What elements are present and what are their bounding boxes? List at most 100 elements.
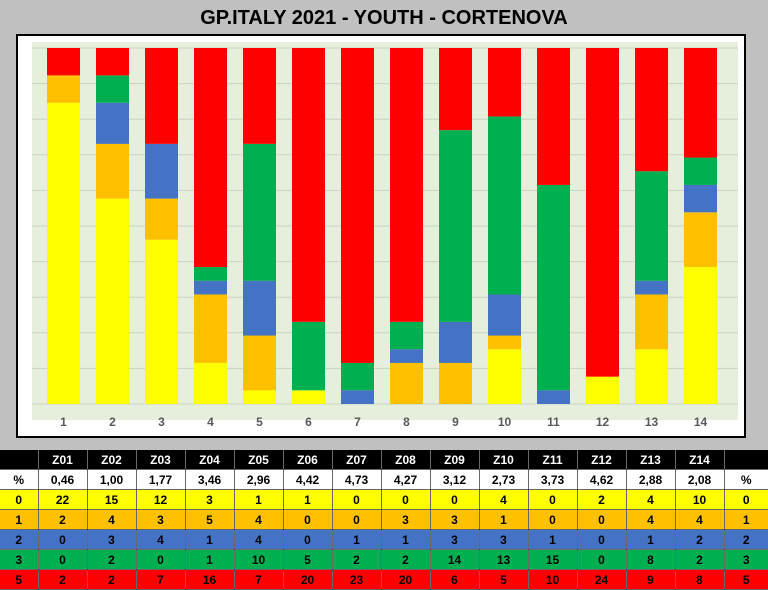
table-cell: 2 — [675, 549, 725, 570]
table-cell: 3 — [136, 509, 186, 530]
x-tick-label: 4 — [207, 415, 214, 429]
table-cell — [0, 450, 39, 470]
table-cell: 2 — [381, 549, 431, 570]
table-cell: 3,73 — [528, 469, 578, 490]
bar-segment-8-score-3 — [390, 321, 423, 350]
table-cell: 1 — [479, 509, 529, 530]
table-cell: 3 — [0, 549, 39, 570]
table-cell: Z12 — [577, 450, 627, 470]
table-cell: 1 — [626, 529, 676, 550]
table-cell: 4,27 — [381, 469, 431, 490]
table-cell: 0 — [283, 529, 333, 550]
x-tick-label: 10 — [498, 415, 512, 429]
bar-segment-4-score-3 — [194, 267, 227, 281]
bar-segment-10-score-2 — [488, 294, 521, 336]
table-cell: Z03 — [136, 450, 186, 470]
table-cell: 5 — [0, 569, 39, 590]
table-cell: 20 — [381, 569, 431, 590]
x-tick-label: 8 — [403, 415, 410, 429]
table-cell: Z04 — [185, 450, 235, 470]
bar-segment-14-score-3 — [684, 157, 717, 185]
table-cell: 10 — [675, 489, 725, 510]
bar-segment-7-score-3 — [341, 362, 374, 391]
table-cell: 3 — [724, 549, 768, 570]
table-cell: 2 — [38, 509, 88, 530]
bar-segment-3-score-0 — [145, 239, 178, 404]
table-cell: 1 — [528, 529, 578, 550]
table-cell: 4 — [626, 509, 676, 530]
bar-segment-2-score-3 — [96, 75, 129, 103]
table-cell: 12 — [136, 489, 186, 510]
table-cell: 2 — [38, 569, 88, 590]
bar-segment-3-score-5 — [145, 48, 178, 144]
table-row: 5 2 2 7 16 7 20 23 20 6 5 10 24 9 8 5 — [0, 569, 768, 590]
table-cell: 0 — [38, 549, 88, 570]
bar-segment-11-score-5 — [537, 48, 570, 185]
bar-segment-7-score-2 — [341, 390, 374, 404]
table-cell: 4,73 — [332, 469, 382, 490]
table-cell: 4 — [87, 509, 137, 530]
bar-segment-5-score-1 — [243, 335, 276, 391]
table-cell: 5 — [724, 569, 768, 590]
table-cell: 1 — [0, 509, 39, 530]
table-cell: 2 — [724, 529, 768, 550]
table-cell: 3 — [381, 509, 431, 530]
table-cell: 10 — [234, 549, 284, 570]
stacked-bar-chart: 1 2 3 4 5 6 7 8 9 10 11 12 13 14 — [32, 42, 738, 429]
table-cell: 0 — [0, 489, 39, 510]
table-cell: 1 — [724, 509, 768, 530]
table-cell: 0 — [724, 489, 768, 510]
bar-segment-6-score-3 — [292, 321, 325, 391]
bar-segment-5-score-2 — [243, 280, 276, 336]
table-cell: 15 — [528, 549, 578, 570]
table-cell: 2 — [87, 569, 137, 590]
table-cell: 7 — [136, 569, 186, 590]
table-cell: 3 — [430, 529, 480, 550]
bar-segment-9-score-1 — [439, 362, 472, 404]
x-tick-label: 11 — [547, 415, 560, 429]
table-cell: Z10 — [479, 450, 529, 470]
table-cell: Z02 — [87, 450, 137, 470]
table-cell: 2 — [332, 549, 382, 570]
table-cell: 1 — [283, 489, 333, 510]
table-cell: % — [0, 469, 39, 490]
table-cell: 1,77 — [136, 469, 186, 490]
x-tick-label: 6 — [305, 415, 312, 429]
table-cell: 15 — [87, 489, 137, 510]
bar-segment-2-score-1 — [96, 143, 129, 199]
table-cell: 4 — [675, 509, 725, 530]
table-row: 3 0 2 0 1 10 5 2 2 14 13 15 0 8 2 3 — [0, 549, 768, 570]
table-cell: 16 — [185, 569, 235, 590]
bar-segment-13-score-3 — [635, 171, 668, 281]
bar-segment-9-score-5 — [439, 48, 472, 131]
table-cell: Z08 — [381, 450, 431, 470]
bar-segment-10-score-1 — [488, 335, 521, 350]
table-cell: 0 — [528, 509, 578, 530]
table-cell: 4,62 — [577, 469, 627, 490]
table-cell: 0 — [528, 489, 578, 510]
table-cell: 0 — [283, 509, 333, 530]
bar-segment-10-score-0 — [488, 349, 521, 404]
plot-area — [32, 42, 738, 420]
table-row: 0 22 15 12 3 1 1 0 0 0 4 0 2 4 10 0 — [0, 489, 768, 510]
table-cell: 3,46 — [185, 469, 235, 490]
bar-segment-11-score-2 — [537, 390, 570, 404]
table-header-row: Z01 Z02 Z03 Z04 Z05 Z06 Z07 Z08 Z09 Z10 Z11 Z12 Z13 Z… — [0, 450, 768, 470]
bar-segment-4-score-0 — [194, 362, 227, 404]
table-cell: Z07 — [332, 450, 382, 470]
bar-segment-12-score-5 — [586, 48, 619, 377]
table-cell: 8 — [675, 569, 725, 590]
bar-segment-1-score-1 — [47, 75, 80, 103]
table-cell: 10 — [528, 569, 578, 590]
bar-segment-8-score-2 — [390, 349, 423, 363]
table-cell: 1,00 — [87, 469, 137, 490]
table-cell: 2 — [577, 489, 627, 510]
table-cell: 1 — [185, 529, 235, 550]
table-cell: 0 — [136, 549, 186, 570]
table-cell — [724, 450, 768, 470]
table-cell: 0 — [430, 489, 480, 510]
table-cell: % — [724, 469, 768, 490]
table-cell: 5 — [283, 549, 333, 570]
score-table: Z01 Z02 Z03 Z04 Z05 Z06 Z07 Z08 Z09 Z10 Z11 Z12 Z13 Z… — [0, 450, 768, 590]
